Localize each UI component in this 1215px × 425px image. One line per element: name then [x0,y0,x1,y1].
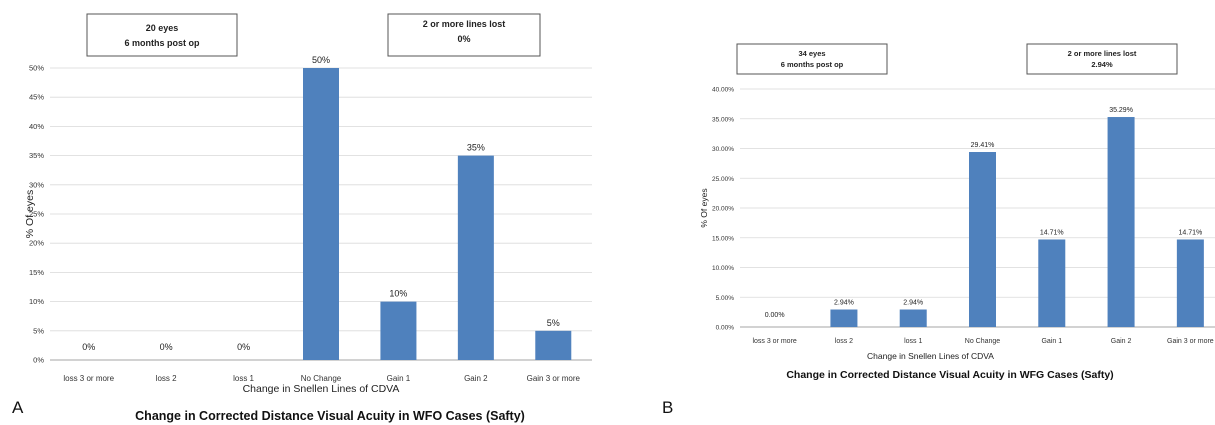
bar-b-5 [1107,117,1135,327]
annotation-text-b-1-1: 2.94% [1091,60,1113,69]
x-tick-label-a-4: Gain 1 [387,374,411,383]
y-axis-title-a: % Of eyes [24,190,36,238]
data-label-b-6: 14.71% [1178,229,1202,236]
y-tick-label-a-3: 15% [29,268,44,277]
panel-letter-b: B [662,398,673,417]
y-tick-label-a-0: 0% [33,356,44,365]
data-label-b-2: 2.94% [903,300,923,307]
x-tick-label-b-5: Gain 2 [1111,338,1132,345]
data-label-b-4: 14.71% [1040,229,1064,236]
bar-a-3 [303,68,339,360]
annotation-text-b-1-0: 2 or more lines lost [1068,49,1137,58]
data-label-a-2: 0% [237,342,250,352]
annotation-box-a-0 [86,13,238,57]
x-tick-label-a-3: No Change [301,374,342,383]
data-label-a-4: 10% [389,289,407,299]
y-tick-label-b-2: 10.00% [712,265,734,272]
chart-title-b: Change in Corrected Distance Visual Acui… [786,369,1113,381]
annotation-box-b-0 [736,43,888,75]
x-tick-label-a-2: loss 1 [233,374,254,383]
y-tick-label-a-10: 50% [29,64,44,73]
data-label-b-5: 35.29% [1109,107,1133,114]
annotation-box-b-1 [1026,43,1178,75]
bar-b-6 [1176,239,1204,327]
y-tick-label-a-1: 5% [33,326,44,335]
x-tick-label-b-3: No Change [965,338,1001,345]
bar-b-2 [899,309,927,327]
y-tick-label-b-4: 20.00% [712,206,734,213]
bar-b-1 [830,309,858,327]
y-tick-label-a-9: 45% [29,93,44,102]
data-label-a-0: 0% [82,342,95,352]
x-tick-label-b-1: loss 2 [835,338,853,345]
x-tick-label-a-5: Gain 2 [464,374,488,383]
x-axis-title-b: Change in Snellen Lines of CDVA [867,351,994,361]
y-tick-label-a-4: 20% [29,239,44,248]
chart-title-a: Change in Corrected Distance Visual Acui… [135,409,525,423]
annotation-text-a-1-1: 0% [457,34,470,44]
x-tick-label-b-6: Gain 3 or more [1167,338,1214,345]
x-tick-label-b-0: loss 3 or more [752,338,796,345]
y-tick-label-a-7: 35% [29,151,44,160]
annotation-text-b-0-0: 34 eyes [798,49,825,58]
x-axis-title-a: Change in Snellen Lines of CDVA [243,383,400,395]
y-tick-label-a-6: 30% [29,180,44,189]
bar-a-4 [380,301,417,360]
y-axis-title-b: % Of eyes [699,188,709,227]
annotation-text-b-0-1: 6 months post op [781,60,844,69]
bar-b-4 [1038,239,1066,327]
annotation-text-a-0-0: 20 eyes [146,23,179,33]
data-label-b-0: 0.00% [765,312,785,319]
y-tick-label-a-5: 25% [29,210,44,219]
y-tick-label-b-3: 15.00% [712,235,734,242]
chart-panel-a: 0% 5% 10% 15% 20% 25% 30% 35% 40% 45% 50% 0% loss 3 … [24,13,592,395]
y-tick-label-a-2: 10% [29,297,44,306]
y-tick-label-b-6: 30.00% [712,146,734,153]
data-label-b-1: 2.94% [834,300,854,307]
data-label-a-1: 0% [160,342,173,352]
data-label-a-5: 35% [467,143,485,153]
y-tick-label-b-1: 5.00% [716,295,735,302]
y-tick-label-b-5: 25.00% [712,176,734,183]
x-tick-label-a-0: loss 3 or more [63,374,114,383]
x-tick-label-a-1: loss 2 [156,374,177,383]
x-tick-label-b-4: Gain 1 [1041,338,1062,345]
y-tick-label-b-7: 35.00% [712,116,734,123]
data-label-a-3: 50% [312,55,330,65]
bar-a-6 [535,330,572,360]
y-tick-label-a-8: 40% [29,122,44,131]
data-label-a-6: 5% [547,318,560,328]
y-tick-label-b-8: 40.00% [712,87,734,94]
annotation-box-a-1 [387,13,541,57]
panel-letter-a: A [12,398,24,417]
data-label-b-3: 29.41% [971,142,995,149]
chart-panel-b: 0.00% 5.00% 10.00% 15.00% 20.00% 25.00% 30.00%… [699,43,1215,361]
annotation-text-a-1-0: 2 or more lines lost [423,19,506,29]
bar-b-3 [969,152,996,327]
bar-a-5 [457,155,494,360]
annotation-text-a-0-1: 6 months post op [125,38,200,48]
x-tick-label-a-6: Gain 3 or more [527,374,581,383]
x-tick-label-b-2: loss 1 [904,338,922,345]
y-tick-label-b-0: 0.00% [716,325,735,332]
